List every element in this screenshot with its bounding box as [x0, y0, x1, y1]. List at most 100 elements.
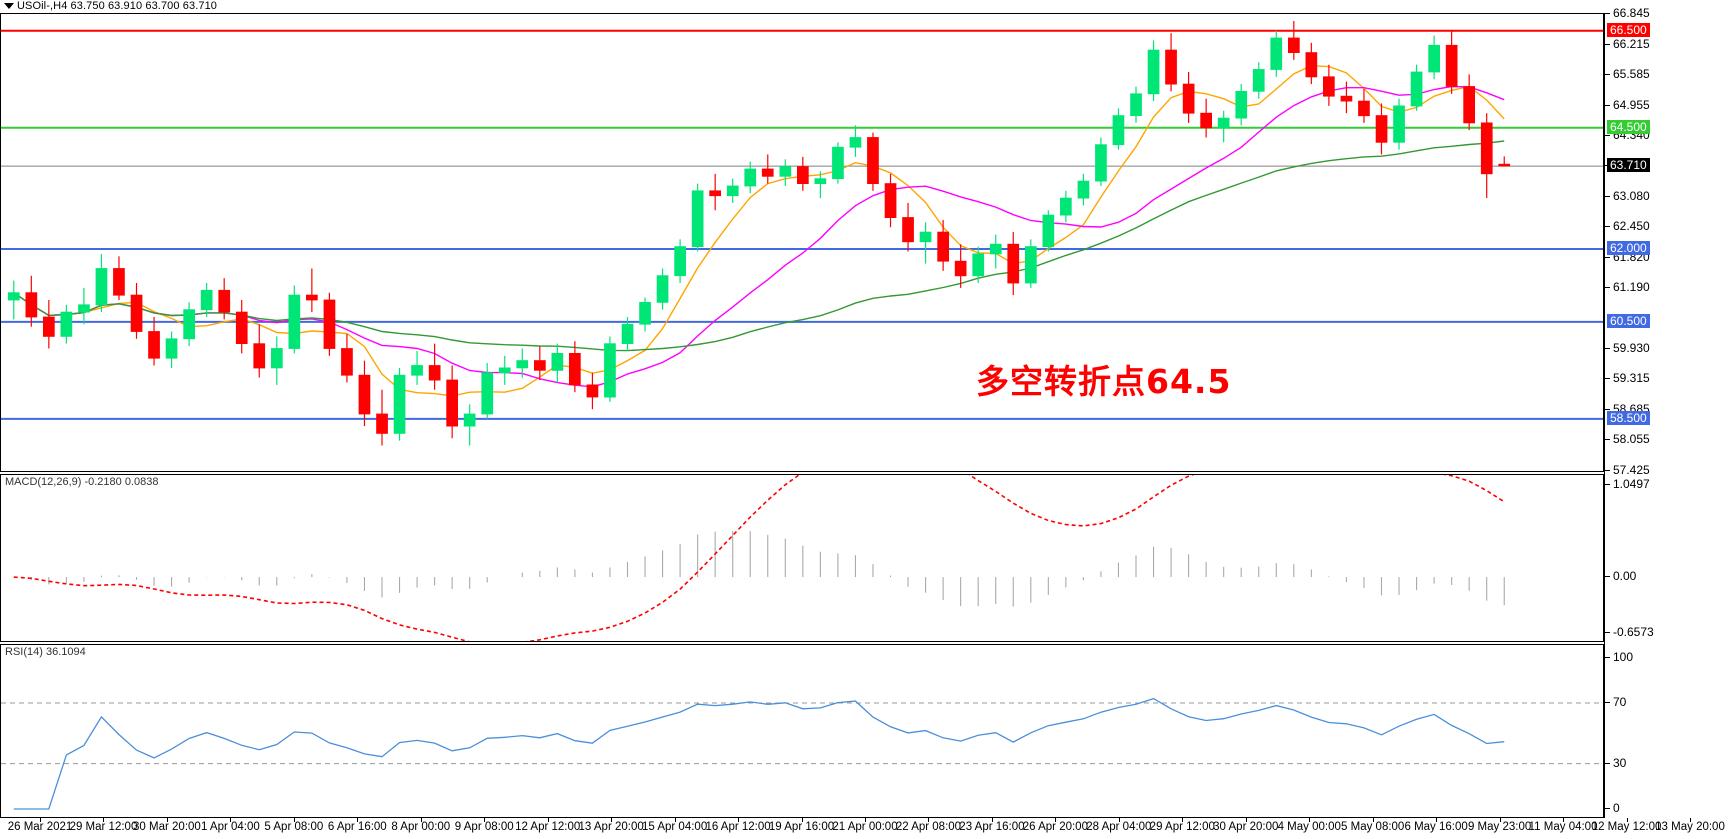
axis-tick: [1605, 484, 1610, 485]
time-axis-label: 11 May 04:00: [1528, 821, 1598, 833]
candle-body: [1428, 44, 1440, 73]
axis-tick: [1605, 195, 1610, 197]
candle-body: [989, 243, 1002, 255]
candle-body: [1217, 117, 1230, 129]
candle-body: [288, 294, 301, 349]
time-axis-tick: [1309, 818, 1311, 822]
time-axis-tick: [293, 818, 295, 822]
axis-tick-label: 100: [1613, 649, 1634, 664]
time-axis-label: 12 Apr 12:00: [515, 821, 581, 833]
price-badge[interactable]: 63.710: [1607, 158, 1650, 173]
rsi-line: [13, 697, 1505, 810]
price-badge[interactable]: 64.500: [1607, 119, 1650, 134]
moving-average-line: [13, 85, 1505, 388]
rsi-axis[interactable]: 100 70 30 0: [1605, 644, 1732, 818]
candle-body: [534, 360, 546, 371]
price-axis[interactable]: 66.84566.21565.58564.95564.34063.71063.0…: [1605, 6, 1732, 477]
axis-tick: [1605, 74, 1610, 76]
candle-body: [604, 343, 616, 398]
candle-body: [1200, 112, 1212, 129]
time-axis-tick: [1499, 818, 1501, 822]
axis-tick-label: 61.190: [1613, 280, 1650, 295]
time-axis-tick: [357, 818, 359, 822]
macd-label: MACD(12,26,9) -0.2180 0.0838: [5, 476, 159, 488]
candle-body: [1060, 197, 1072, 216]
candle-body: [639, 301, 651, 325]
axis-tick-label: 58.055: [1613, 432, 1650, 447]
axis-tick: [1605, 378, 1610, 380]
candle-body: [323, 299, 336, 349]
price-pane[interactable]: 多空转折点64.5: [0, 13, 1604, 472]
time-axis[interactable]: 26 Mar 2021 29 Mar 12:00 30 Mar 20:00 1 Apr…: [0, 818, 1732, 839]
candle-body: [972, 253, 985, 277]
axis-tick-label: 66.215: [1613, 36, 1650, 51]
time-axis-label: 21 Apr 00:00: [832, 821, 898, 833]
axis-tick: [1605, 408, 1610, 410]
time-axis-label: 19 Apr 16:00: [768, 821, 835, 833]
time-axis-label: 28 Apr 04:00: [1086, 821, 1152, 833]
time-axis-tick: [928, 818, 930, 822]
axis-tick: [1605, 808, 1610, 809]
axis-tick-label: 1.0497: [1613, 477, 1650, 491]
price-badge[interactable]: 58.500: [1607, 410, 1650, 425]
axis-tick-label: 0.00: [1613, 569, 1637, 584]
candle-body: [884, 183, 897, 219]
candle-body: [1358, 100, 1370, 117]
candle-body: [1445, 44, 1458, 87]
axis-tick: [1605, 702, 1610, 704]
candle-body: [954, 260, 967, 277]
price-badge[interactable]: 66.500: [1607, 22, 1650, 37]
price-plot: [1, 21, 1603, 446]
axis-tick: [1605, 656, 1610, 658]
axis-tick-label: 59.315: [1613, 371, 1650, 386]
axis-tick: [1605, 104, 1610, 106]
time-axis-tick: [674, 818, 676, 822]
candle-body: [621, 323, 634, 345]
triangle-down-icon[interactable]: [4, 3, 14, 9]
price-badge[interactable]: 62.000: [1607, 241, 1650, 256]
axis-tick-label: 59.930: [1613, 341, 1650, 356]
macd-pane[interactable]: MACD(12,26,9) -0.2180 0.0838: [0, 474, 1604, 642]
symbol-period-ohlc-label: USOil-,H4 63.750 63.910 63.700 63.710: [17, 0, 218, 12]
moving-average-line: [13, 64, 1505, 397]
axis-tick: [1605, 439, 1610, 441]
candle-body: [1095, 144, 1107, 182]
axis-tick: [1605, 226, 1610, 228]
candle-body: [814, 178, 827, 184]
time-axis-label: 30 Apr 20:00: [1213, 821, 1279, 833]
price-badge[interactable]: 60.500: [1607, 313, 1650, 328]
candle-body: [1270, 37, 1283, 70]
time-axis-tick: [547, 818, 549, 822]
candle-body: [305, 294, 318, 301]
time-axis-tick: [1563, 818, 1565, 822]
candle-body: [832, 146, 844, 180]
candle-body: [691, 190, 704, 248]
candle-body: [1112, 115, 1125, 146]
time-axis-tick: [166, 818, 168, 822]
candle-body: [446, 379, 459, 427]
candle-body: [25, 292, 38, 318]
candle-body: [867, 137, 879, 184]
time-axis-label: 8 Apr 00:00: [391, 821, 451, 833]
candle-body: [656, 275, 669, 303]
candle-body: [1323, 76, 1335, 97]
macd-axis[interactable]: 1.0497 0.00 -0.6573: [1605, 474, 1732, 642]
candle-body: [481, 372, 494, 415]
axis-tick-label: 30: [1613, 755, 1627, 770]
time-axis-tick: [484, 818, 486, 822]
candle-body: [270, 348, 283, 369]
axis-tick-label: 64.955: [1613, 97, 1650, 112]
candle-body: [1252, 69, 1265, 92]
axis-tick: [1605, 287, 1610, 289]
time-axis-tick: [1690, 818, 1691, 822]
candle-body: [1025, 246, 1037, 284]
time-axis-label: 26 Apr 20:00: [1022, 821, 1088, 833]
candle-body: [498, 367, 511, 374]
time-axis-label: 9 May 23:00: [1467, 821, 1532, 833]
axis-separator: [1604, 13, 1605, 818]
axis-tick-label: 63.080: [1613, 188, 1650, 203]
rsi-pane[interactable]: RSI(14) 36.1094: [0, 644, 1604, 818]
candle-body: [253, 343, 266, 369]
candle-body: [1235, 91, 1248, 119]
